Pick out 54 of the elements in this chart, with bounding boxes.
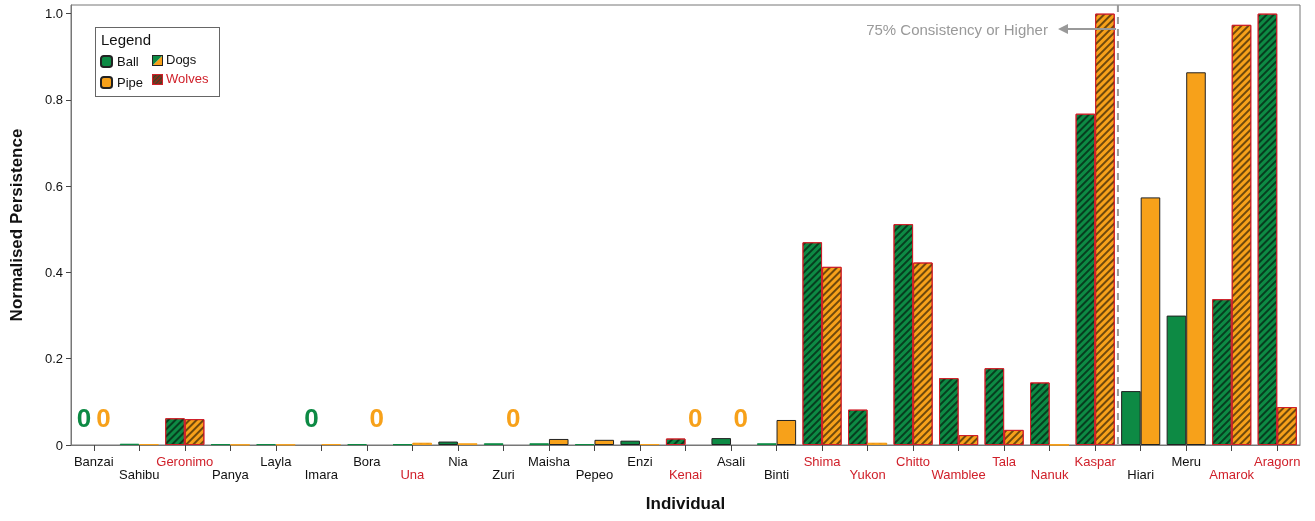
bar: [594, 439, 615, 445]
y-tick-label: 0.8: [44, 92, 63, 108]
bar: [620, 440, 640, 445]
y-tick-label: 0.4: [44, 264, 63, 280]
x-tick-label: Imara: [304, 466, 339, 482]
legend-label: Pipe: [117, 75, 144, 90]
annotation: 0: [688, 403, 703, 433]
annotation: Dogs: [166, 52, 197, 67]
x-tick-label: Geronimo: [156, 453, 214, 469]
x-tick-label: Kaspar: [1074, 453, 1117, 469]
legend-label: Ball: [117, 54, 139, 69]
y-tick-label: 0: [55, 437, 63, 453]
x-tick-label: Binti: [763, 466, 790, 482]
x-tick-label: Pepeo: [575, 466, 614, 482]
x-tick-label: Yukon: [849, 466, 886, 482]
x-tick-label: Amarok: [1209, 466, 1255, 482]
y-tick-label: 0.2: [44, 351, 63, 367]
x-tick-label: Enzi: [627, 453, 653, 469]
annotation: 0: [733, 403, 749, 433]
y-axis-title: Normalised Persistence: [7, 128, 26, 322]
x-tick-label: Nanuk: [1030, 466, 1069, 482]
x-tick-label: Nia: [448, 453, 469, 469]
x-axis-title: Individual: [645, 494, 726, 513]
x-tick-label: Layla: [260, 453, 293, 469]
x-tick-label: Hiari: [1127, 466, 1155, 482]
x-tick-label: Meru: [1171, 453, 1202, 469]
annotation: Wolves: [166, 71, 209, 86]
x-tick-label: Sahibu: [119, 466, 160, 482]
x-tick-label: Maisha: [527, 453, 571, 469]
annotation: 0: [369, 403, 384, 433]
bar: [438, 441, 458, 445]
annotation: 0: [505, 403, 521, 433]
annotation: 75% Consistency or Higher: [866, 20, 1048, 38]
x-tick-label: Bora: [353, 453, 382, 469]
y-tick-label: 0.6: [44, 178, 63, 194]
x-tick-label: Tala: [992, 453, 1017, 469]
x-tick-label: Panya: [211, 466, 250, 482]
x-tick-label: Zuri: [492, 466, 515, 482]
annotation: 0: [304, 403, 319, 433]
x-tick-label: Banzai: [73, 453, 114, 469]
x-tick-label: Shima: [803, 453, 842, 469]
x-tick-label: Una: [400, 466, 426, 482]
x-tick-label: Kenai: [668, 466, 703, 482]
annotation: 0: [96, 403, 111, 433]
x-tick-label: Aragorn: [1254, 453, 1301, 469]
bar: [548, 438, 569, 445]
bar: [776, 419, 797, 445]
legend-title: Legend: [101, 31, 152, 48]
y-tick-label: 1.0: [44, 6, 63, 22]
x-tick-label: Chitto: [896, 453, 931, 469]
x-tick-label: Wamblee: [931, 466, 986, 482]
annotation: 0: [76, 403, 92, 433]
x-tick-label: Asali: [716, 453, 746, 469]
bar: [711, 438, 732, 445]
